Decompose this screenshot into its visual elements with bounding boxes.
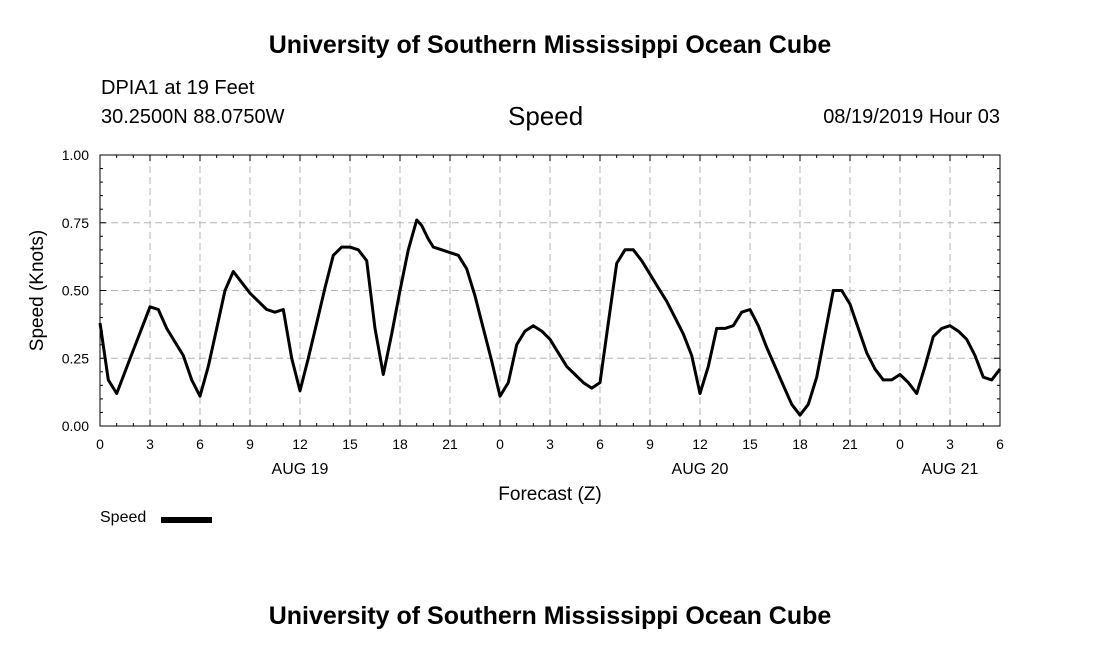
- y-tick-label: 0.00: [62, 418, 89, 434]
- y-tick-label: 1.00: [62, 147, 89, 163]
- x-axis-title: Forecast (Z): [498, 484, 601, 505]
- forecast-date-label: 08/19/2019 Hour 03: [823, 106, 1000, 128]
- x-tick-label: 15: [342, 436, 358, 452]
- series-group: [98, 218, 1002, 417]
- grid-lines: [100, 155, 1000, 426]
- x-tick-label: 18: [792, 436, 808, 452]
- y-tick-label: 0.50: [62, 283, 89, 299]
- date-label: AUG 20: [672, 461, 729, 478]
- y-tick-label: 0.75: [62, 215, 89, 231]
- x-tick-label: 9: [646, 436, 654, 452]
- x-tick-label: 0: [96, 436, 104, 452]
- x-tick-label: 21: [842, 436, 858, 452]
- x-tick-label: 9: [246, 436, 254, 452]
- station-label: DPIA1 at 19 Feet: [101, 77, 255, 99]
- x-tick-label: 0: [496, 436, 504, 452]
- x-tick-label: 0: [896, 436, 904, 452]
- x-tick-label: 12: [692, 436, 708, 452]
- legend-label: Speed: [100, 509, 147, 526]
- x-tick-label: 3: [546, 436, 554, 452]
- legend-swatch: [161, 517, 212, 523]
- y-axis-title: Speed (Knots): [27, 230, 48, 351]
- x-tick-label: 3: [146, 436, 154, 452]
- top-title: University of Southern Mississippi Ocean…: [268, 31, 832, 59]
- axes: 0 3 6 9 12 15 18 21 0 3 6 9 12 15 18 21 0 3 6 0.00 0.25 0.50 0…: [27, 147, 1004, 505]
- coordinates-label: 30.2500N 88.0750W: [101, 106, 285, 128]
- chart-title: Speed: [508, 101, 584, 131]
- date-label: AUG 19: [272, 461, 329, 478]
- x-tick-label: 3: [946, 436, 954, 452]
- x-tick-label: 18: [392, 436, 408, 452]
- x-tick-label: 6: [596, 436, 604, 452]
- x-tick-label: 6: [996, 436, 1004, 452]
- date-label: AUG 21: [922, 461, 979, 478]
- x-tick-label: 21: [442, 436, 458, 452]
- x-tick-label: 12: [292, 436, 308, 452]
- y-tick-label: 0.25: [62, 350, 89, 366]
- series-line-speed: [98, 218, 1002, 417]
- x-tick-label: 15: [742, 436, 758, 452]
- bottom-title: University of Southern Mississippi Ocean…: [268, 602, 832, 630]
- x-tick-label: 6: [196, 436, 204, 452]
